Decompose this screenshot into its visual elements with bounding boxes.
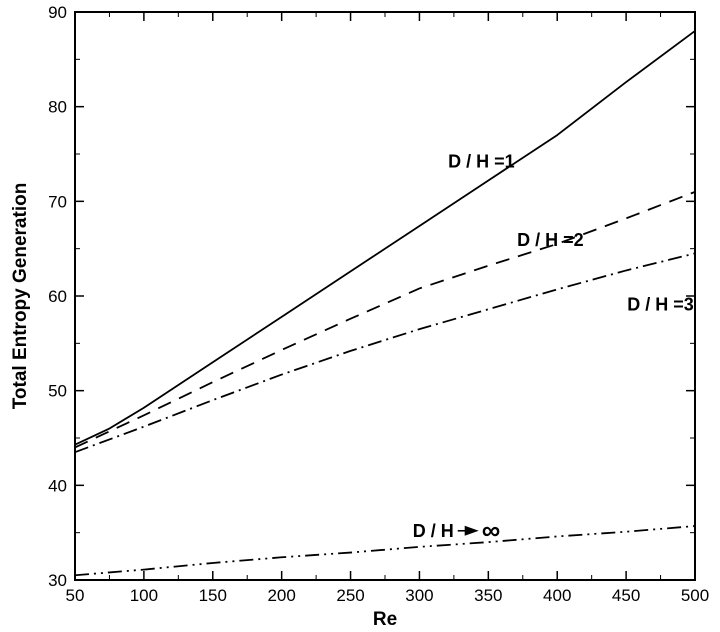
x-tick-label: 50	[66, 586, 85, 605]
x-tick-label: 100	[130, 586, 158, 605]
y-tick-label: 80	[48, 98, 67, 117]
series-annotation: D / H =2	[517, 230, 584, 250]
series-line-2	[74, 191, 696, 449]
series-line-3	[74, 252, 696, 454]
annotations-layer: D / H =1 D / H =2 D / H =3 D / H ∞	[413, 152, 694, 545]
y-axis-title: Total Entropy Generation	[10, 183, 31, 410]
y-tick-label: 70	[48, 192, 67, 211]
series-layer	[74, 30, 696, 577]
x-tick-label: 200	[267, 586, 295, 605]
x-tick-label: 300	[405, 586, 433, 605]
series-annotation: D / H =3	[627, 295, 694, 315]
y-tick-label: 40	[48, 476, 67, 495]
series-line-4	[74, 525, 696, 577]
y-tick-label: 30	[48, 571, 67, 590]
arrow-head-icon	[464, 525, 479, 536]
ticks-layer: 50 100 150 200 250 300 350 400 450 500 30 40 50 60 70 8…	[48, 3, 709, 605]
series-line-1	[74, 30, 696, 446]
x-tick-label: 450	[612, 586, 640, 605]
plot-frame	[74, 11, 696, 581]
series-annotation: D / H =1	[448, 152, 515, 172]
infinity-symbol: ∞	[482, 515, 501, 545]
x-tick-label: 150	[199, 586, 227, 605]
series-annotation: D / H	[413, 521, 454, 541]
y-tick-label: 90	[48, 3, 67, 22]
x-tick-label: 350	[474, 586, 502, 605]
y-tick-label: 60	[48, 287, 67, 306]
y-tick-label: 50	[48, 382, 67, 401]
x-tick-label: 500	[681, 586, 709, 605]
x-axis-title: Re	[373, 609, 397, 630]
x-tick-label: 250	[336, 586, 364, 605]
x-tick-label: 400	[543, 586, 571, 605]
